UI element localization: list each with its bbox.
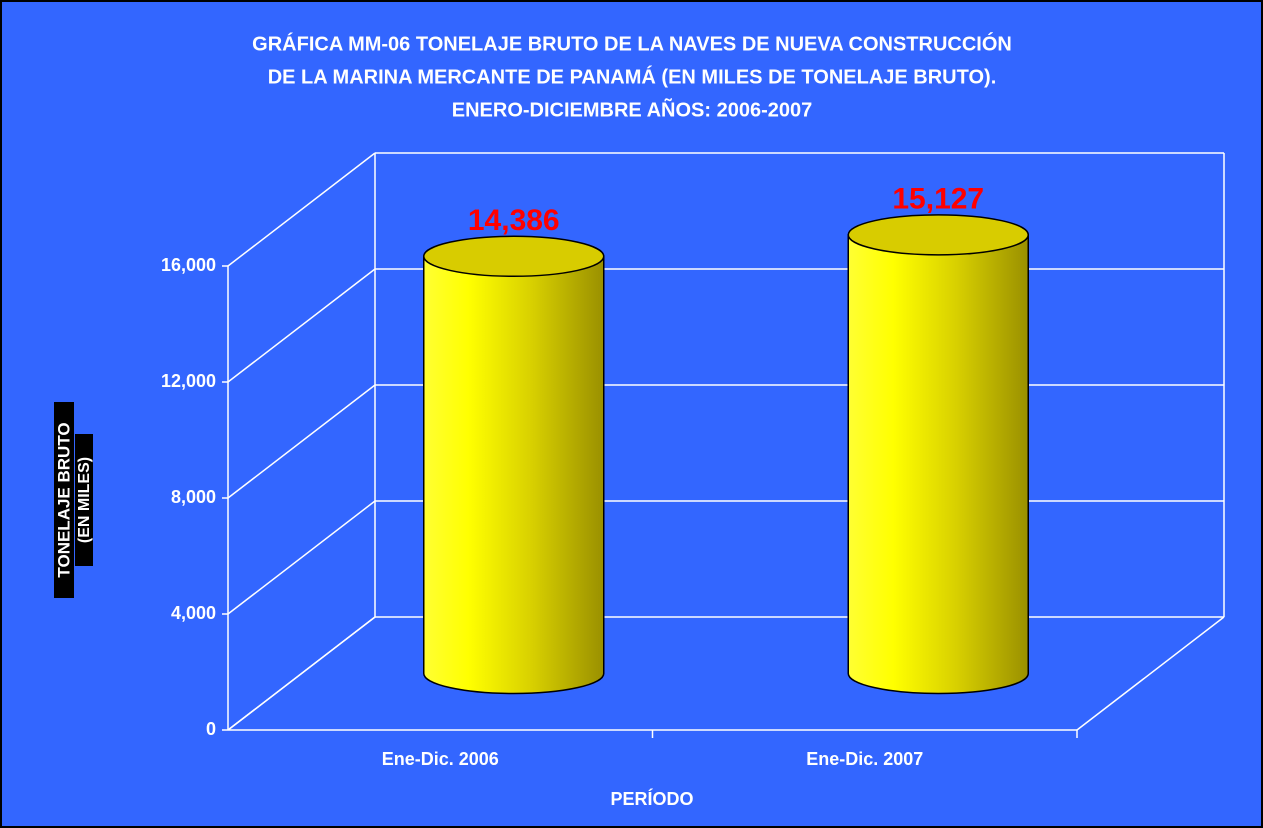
floor-edge: [1076, 616, 1225, 731]
y-tick-label: 4,000: [171, 603, 216, 623]
cylinder: [847, 234, 1029, 695]
chart-title: ENERO-DICIEMBRE AÑOS: 2006-2007: [452, 98, 812, 121]
chart-title: GRÁFICA MM-06 TONELAJE BRUTO DE LA NAVES…: [252, 31, 1012, 55]
grid-line: [227, 384, 376, 499]
y-axis-title: TONELAJE BRUTO (EN MILES): [54, 402, 93, 598]
grid-line: [227, 500, 376, 615]
y-tick-label: 16,000: [161, 255, 216, 275]
grid-line: [227, 268, 376, 383]
label-bg: [54, 402, 74, 598]
cylinder: [423, 255, 605, 695]
grid-line: [227, 152, 376, 267]
y-axis-title-line: (EN MILES): [76, 457, 93, 543]
data-label: 14,386: [468, 204, 560, 237]
x-tick-label: Ene-Dic. 2007: [806, 749, 923, 769]
y-tick-label: 12,000: [161, 371, 216, 391]
y-tick-label: 8,000: [171, 487, 216, 507]
x-tick-label: Ene-Dic. 2006: [382, 749, 499, 769]
label-bg: [75, 434, 93, 566]
grid-line: [227, 616, 376, 731]
data-label: 15,127: [892, 183, 984, 216]
y-axis-title-line: TONELAJE BRUTO: [54, 422, 73, 577]
cylinder-top: [847, 214, 1029, 256]
chart-title: DE LA MARINA MERCANTE DE PANAMÁ (EN MILE…: [268, 65, 997, 88]
y-tick-label: 0: [206, 719, 216, 739]
x-axis-title: PERÍODO: [610, 788, 693, 809]
cylinder-top: [423, 235, 605, 278]
